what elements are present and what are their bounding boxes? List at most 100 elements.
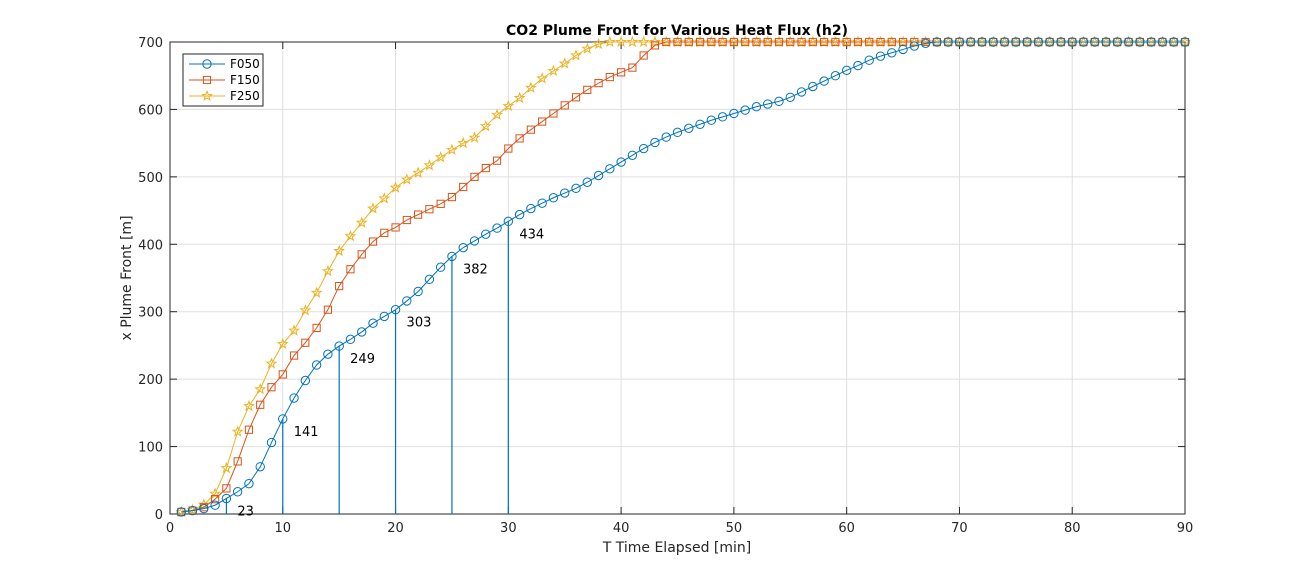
data-point — [400, 173, 413, 185]
data-point — [267, 383, 276, 392]
data-point — [797, 37, 806, 47]
data-point — [594, 79, 603, 88]
data-point — [932, 37, 942, 47]
data-point — [380, 228, 389, 237]
x-tick-label: 80 — [1064, 521, 1081, 536]
x-tick-label: 20 — [387, 521, 404, 536]
data-point — [524, 81, 537, 93]
legend-label: F250 — [230, 89, 260, 103]
data-point — [876, 37, 885, 47]
data-point — [571, 183, 581, 194]
data-point — [244, 478, 254, 489]
data-point — [1022, 37, 1032, 47]
data-point — [547, 64, 560, 77]
axis-ticks: 0 10 20 30 40 50 60 70 80 90 0 100 200 300 400 500 600 70… — [138, 36, 1193, 536]
data-point — [414, 210, 423, 219]
x-tick-label: 10 — [275, 521, 292, 536]
data-point — [176, 507, 186, 517]
data-point — [538, 117, 547, 126]
data-point — [1180, 37, 1190, 47]
data-point — [841, 65, 852, 76]
data-point — [231, 425, 244, 437]
series-f150 — [177, 37, 1190, 517]
data-label: 249 — [350, 352, 375, 367]
data-point — [1056, 37, 1066, 47]
data-point — [740, 105, 750, 115]
series-group — [175, 35, 1191, 518]
data-point — [513, 91, 526, 104]
data-point — [887, 48, 897, 58]
data-point — [1067, 37, 1077, 47]
data-point — [187, 505, 198, 516]
data-point — [628, 63, 637, 72]
plot-area — [169, 41, 1186, 515]
data-point — [673, 37, 682, 47]
data-point — [649, 35, 661, 48]
data-point — [323, 349, 333, 359]
data-point — [447, 251, 457, 262]
data-point — [593, 170, 604, 181]
x-tick-label: 60 — [838, 521, 855, 536]
data-point — [233, 457, 242, 466]
star-marker-icon — [201, 89, 213, 102]
data-point — [459, 182, 468, 192]
data-point — [617, 68, 626, 77]
data-point — [729, 37, 738, 47]
data-point — [197, 498, 210, 510]
data-point — [491, 108, 503, 120]
y-tick-label: 0 — [155, 508, 163, 523]
data-point — [1157, 37, 1168, 47]
data-point — [526, 203, 536, 214]
data-point — [581, 42, 594, 54]
data-point — [1011, 37, 1021, 47]
data-point — [684, 37, 693, 47]
y-tick-label: 400 — [138, 238, 163, 253]
data-point — [774, 37, 784, 47]
data-point — [402, 296, 412, 306]
data-point — [662, 37, 671, 47]
data-point — [412, 166, 425, 178]
legend-label: F150 — [230, 73, 260, 87]
data-point — [526, 125, 535, 134]
data-point — [796, 87, 807, 97]
data-point — [707, 37, 716, 47]
data-point — [334, 341, 344, 351]
x-tick-label: 0 — [166, 521, 174, 536]
y-tick-label: 700 — [138, 36, 163, 51]
stem-lines — [225, 221, 509, 514]
legend-entry: F050 — [189, 57, 260, 71]
series-line — [181, 41, 1185, 513]
data-point — [853, 37, 863, 47]
data-point — [289, 351, 299, 360]
series-line — [181, 41, 1185, 513]
data-point — [865, 37, 874, 47]
data-point — [423, 159, 436, 171]
data-point — [402, 215, 411, 225]
data-point — [571, 93, 581, 102]
data-point — [345, 334, 356, 345]
data-point — [210, 500, 220, 510]
data-point — [741, 37, 750, 47]
data-point — [221, 493, 232, 504]
x-tick-label: 50 — [726, 521, 743, 536]
data-point — [1112, 37, 1123, 47]
data-point — [502, 99, 515, 112]
data-point — [333, 244, 346, 257]
data-point — [424, 274, 435, 285]
y-tick-label: 200 — [138, 373, 163, 388]
data-point — [357, 250, 366, 259]
data-point — [718, 37, 727, 47]
data-label: 434 — [519, 227, 544, 242]
data-point — [808, 37, 817, 47]
data-point — [943, 37, 953, 47]
data-point — [413, 286, 423, 297]
data-point — [232, 487, 243, 497]
data-point — [988, 37, 998, 47]
data-point — [503, 216, 514, 227]
data-point — [672, 127, 683, 138]
data-point — [278, 370, 287, 379]
data-point — [864, 55, 874, 65]
x-axis-label: T Time Elapsed [min] — [602, 540, 751, 556]
data-point — [301, 338, 310, 347]
data-point — [492, 156, 502, 165]
